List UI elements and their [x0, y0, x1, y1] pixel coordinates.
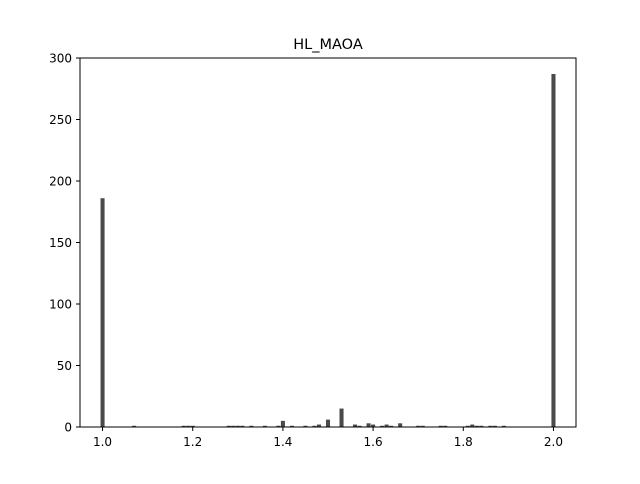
histogram-bar [420, 425, 425, 427]
histogram-bar [316, 424, 322, 427]
histogram-bar [380, 425, 385, 427]
histogram-bar [312, 425, 317, 427]
histogram-bar [186, 425, 191, 427]
y-tick-label: 300 [49, 52, 72, 66]
y-tick-label: 150 [49, 236, 72, 250]
histogram-bar [438, 425, 443, 427]
histogram-bar [492, 425, 497, 427]
histogram-bar [416, 425, 421, 427]
histogram-bar [289, 425, 294, 427]
histogram-bar [488, 425, 493, 427]
plot-frame [79, 57, 577, 428]
histogram-bar [339, 408, 344, 427]
y-tick-label: 200 [49, 175, 72, 189]
x-tick-label: 1.0 [93, 435, 112, 449]
histogram-bar [181, 425, 186, 427]
histogram-bar [398, 423, 403, 427]
histogram-bar [226, 425, 231, 427]
histogram-bar [132, 425, 137, 427]
histogram-bar [249, 425, 254, 427]
histogram-bar [235, 425, 240, 427]
x-tick-label: 1.4 [273, 435, 292, 449]
histogram-bar [353, 424, 358, 427]
y-axis: 0 50 100 150 200 250 300 [49, 52, 80, 435]
y-tick-label: 50 [57, 359, 72, 373]
histogram-bar [325, 419, 331, 427]
histogram-bar [384, 424, 389, 427]
y-tick-label: 250 [49, 113, 72, 127]
histogram-bar [389, 425, 394, 427]
bars-group [100, 73, 556, 428]
histogram-bar [100, 198, 105, 427]
histogram-bar [366, 423, 371, 427]
histogram-bar [303, 425, 308, 427]
histogram-bar [262, 425, 267, 427]
histogram-bar [501, 425, 506, 427]
y-tick-label: 100 [49, 298, 72, 312]
histogram-bar [465, 425, 470, 427]
histogram-bar [276, 425, 281, 427]
x-tick-label: 1.6 [364, 435, 383, 449]
histogram-bar [443, 425, 448, 427]
histogram-bar [280, 420, 285, 427]
x-tick-label: 1.8 [454, 435, 473, 449]
histogram-bar [190, 425, 195, 427]
x-axis: 1.0 1.2 1.4 1.6 1.8 2.0 [93, 427, 563, 449]
histogram-bar [470, 424, 475, 427]
histogram-bar [357, 425, 362, 427]
histogram-bar [551, 73, 556, 428]
chart-title: HL_MAOA [293, 37, 363, 53]
x-tick-label: 2.0 [544, 435, 563, 449]
x-tick-label: 1.2 [183, 435, 202, 449]
histogram-bar [371, 424, 376, 427]
histogram-bar [474, 425, 479, 427]
histogram-bar [231, 425, 236, 427]
histogram-bar [479, 425, 484, 427]
y-tick-label: 0 [64, 421, 72, 435]
histogram-bar [240, 425, 245, 427]
